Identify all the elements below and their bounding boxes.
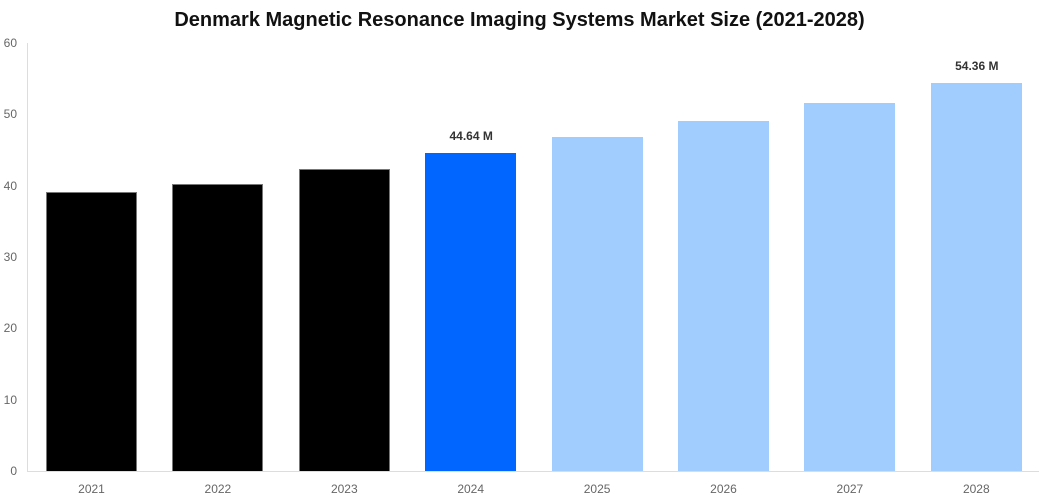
y-tick-label: 20 <box>3 321 17 336</box>
bar-2028[interactable] <box>930 83 1022 471</box>
value-label-2024: 44.64 M <box>449 128 493 143</box>
x-tick-label: 2025 <box>583 482 611 496</box>
bar-2022[interactable] <box>172 184 264 471</box>
y-tick-label: 40 <box>3 178 17 193</box>
value-label-2028: 54.36 M <box>955 59 999 74</box>
y-tick-label: 30 <box>3 250 17 264</box>
bar-2026[interactable] <box>678 120 769 471</box>
x-axis-line <box>27 471 1039 472</box>
y-tick-label: 50 <box>3 107 17 122</box>
bar-2024[interactable] <box>425 152 517 471</box>
y-tick-label: 0 <box>10 464 17 478</box>
x-tick-label: 2026 <box>710 482 737 496</box>
y-tick-label: 10 <box>3 392 17 407</box>
bar-2023[interactable] <box>298 168 390 471</box>
bar-2021[interactable] <box>46 192 137 471</box>
x-tick-label: 2021 <box>78 482 105 496</box>
x-tick-label: 2027 <box>836 482 864 496</box>
x-tick-label: 2024 <box>457 482 485 496</box>
chart-title: Denmark Magnetic Resonance Imaging Syste… <box>174 9 865 31</box>
x-tick-label: 2028 <box>962 482 990 496</box>
bar-2027[interactable] <box>804 102 896 471</box>
y-axis-line <box>27 43 28 471</box>
x-tick-label: 2023 <box>330 482 358 496</box>
x-tick-label: 2022 <box>204 482 232 496</box>
bar-2025[interactable] <box>551 137 643 471</box>
y-tick-label: 60 <box>3 36 17 50</box>
